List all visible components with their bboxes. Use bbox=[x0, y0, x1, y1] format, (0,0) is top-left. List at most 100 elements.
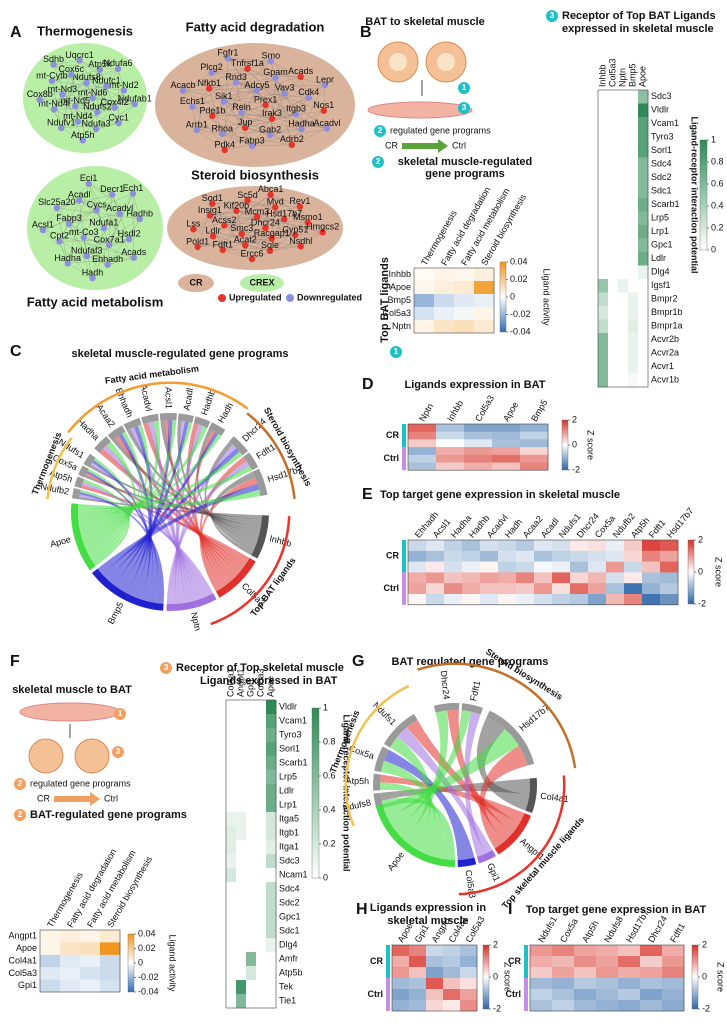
heatmap-cell bbox=[443, 967, 461, 979]
heatmap-cell bbox=[662, 956, 685, 968]
network-edge bbox=[59, 241, 68, 264]
sector-label: Apoe bbox=[385, 850, 406, 873]
heatmap-cell bbox=[608, 90, 619, 104]
heatmap-cell bbox=[236, 840, 247, 855]
heatmap-cell bbox=[256, 728, 267, 743]
network-edge bbox=[53, 60, 80, 65]
lipid bbox=[437, 53, 455, 71]
colorbar-tick-label: 0 bbox=[572, 439, 577, 449]
heatmap-cell bbox=[498, 561, 517, 573]
row-label: Lrp5 bbox=[651, 213, 669, 223]
heatmap-cell bbox=[596, 989, 619, 1001]
row-label: Tyro3 bbox=[279, 729, 302, 739]
heatmap-cell bbox=[638, 184, 649, 199]
heatmap-cell bbox=[236, 952, 247, 967]
heatmap-cell bbox=[516, 561, 535, 573]
network-edge bbox=[251, 232, 323, 260]
heatmap-cell bbox=[606, 561, 625, 573]
arrow bbox=[402, 139, 448, 153]
gene-label: Ndufv1 bbox=[47, 117, 76, 127]
row-label: Vcam1 bbox=[279, 715, 307, 725]
heatmap-cell bbox=[608, 184, 619, 199]
heatmap-cell bbox=[638, 279, 649, 293]
heatmap-cell bbox=[246, 938, 257, 953]
colorbar-tick-label: -2 bbox=[493, 1003, 501, 1013]
network-edge bbox=[39, 68, 119, 100]
heatmap-cell bbox=[598, 252, 609, 266]
network-node bbox=[280, 215, 288, 223]
heatmap-cell bbox=[256, 840, 267, 855]
chord-ribbon bbox=[86, 470, 158, 603]
step-marker bbox=[372, 156, 384, 168]
gene-label: mt-Co3 bbox=[69, 227, 99, 237]
gene-label: mt-Nd4 bbox=[63, 111, 93, 121]
heatmap-cell bbox=[598, 306, 609, 320]
gene-label: Rhoa bbox=[211, 123, 233, 133]
row-label: Vldlr bbox=[279, 701, 297, 711]
gene-label: Gpam bbox=[263, 67, 288, 77]
heatmap-cell bbox=[414, 294, 435, 308]
chord-ribbon bbox=[78, 496, 262, 520]
column-label: Angpt1 bbox=[235, 668, 245, 697]
network-node bbox=[80, 234, 87, 241]
network-node bbox=[94, 109, 101, 116]
heatmap-cell bbox=[608, 292, 619, 307]
panel-label: G bbox=[352, 653, 364, 670]
gene-label: Ndufa1 bbox=[89, 217, 118, 227]
column-label: Atp5h bbox=[580, 919, 600, 944]
heatmap-cell bbox=[628, 346, 639, 361]
column-label: Apoe bbox=[637, 66, 647, 87]
heatmap-cell bbox=[246, 882, 257, 897]
heatmap-cell bbox=[628, 184, 639, 199]
heatmap-cell bbox=[628, 306, 639, 320]
network-edge bbox=[223, 101, 328, 129]
heatmap-cell bbox=[426, 978, 444, 990]
heatmap-cell bbox=[618, 306, 629, 320]
heatmap-cell bbox=[226, 896, 237, 911]
heatmap-cell bbox=[256, 812, 267, 827]
column-label: Bmp5 bbox=[529, 398, 549, 423]
heatmap-cell bbox=[618, 967, 641, 979]
heatmap-cell bbox=[100, 954, 121, 968]
network-edge bbox=[212, 207, 276, 237]
network-edge bbox=[39, 99, 119, 124]
sector-label: Ndufs1 bbox=[371, 700, 398, 727]
heatmap-cell bbox=[236, 756, 247, 771]
heatmap-cell bbox=[266, 742, 277, 757]
network-edge bbox=[42, 193, 134, 231]
group-arc bbox=[210, 516, 291, 626]
panel-label: H bbox=[356, 901, 368, 918]
heatmap-cell bbox=[662, 1000, 685, 1012]
chord-sector bbox=[71, 488, 81, 500]
network-node bbox=[136, 215, 143, 223]
heatmap-cell bbox=[392, 956, 410, 968]
heatmap-cell bbox=[408, 447, 437, 456]
group-ctrl: Ctrl bbox=[104, 793, 118, 803]
gene-label: Ech1 bbox=[123, 183, 144, 193]
heatmap-cell bbox=[454, 294, 475, 308]
colorbar bbox=[499, 261, 507, 333]
step-text: regulated gene programs bbox=[390, 125, 491, 135]
heatmap-cell bbox=[570, 572, 589, 584]
network-edge bbox=[197, 227, 266, 248]
heatmap-cell bbox=[246, 868, 257, 883]
network-edge bbox=[53, 64, 83, 141]
gene-label: Hadha bbox=[288, 119, 315, 129]
chord-ribbon bbox=[210, 471, 256, 556]
colorbar-tick-label: 2 bbox=[702, 939, 707, 949]
heatmap-cell bbox=[596, 1000, 619, 1012]
heatmap-cell bbox=[588, 572, 607, 584]
gene-label: Sik1 bbox=[215, 91, 233, 101]
network-edge bbox=[300, 232, 323, 247]
heatmap-cell bbox=[598, 211, 609, 226]
gene-label: Echs1 bbox=[180, 96, 205, 106]
heatmap-cell bbox=[236, 966, 247, 981]
network-node bbox=[297, 73, 304, 81]
legend-up-dot bbox=[218, 294, 226, 302]
chord-ribbon bbox=[166, 460, 250, 604]
heatmap-cell bbox=[608, 279, 619, 293]
heatmap-cell bbox=[256, 924, 267, 939]
column-label: Ndufs8 bbox=[602, 914, 625, 944]
gene-label: Cox4i2 bbox=[101, 97, 129, 107]
chord-sector bbox=[71, 503, 96, 571]
